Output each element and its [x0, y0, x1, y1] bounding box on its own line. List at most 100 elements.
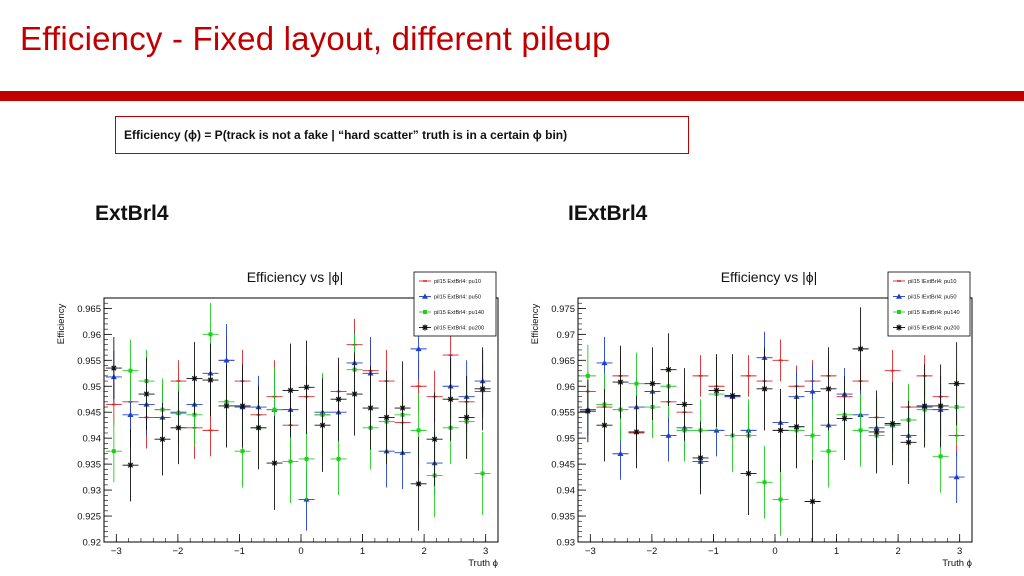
chart-iextbrl4-xtick-label: 2	[895, 546, 900, 557]
chart-extbrl4-data-point	[335, 396, 342, 403]
chart-extbrl4-data-point	[463, 414, 470, 421]
chart-iextbrl4-data-point	[841, 415, 848, 422]
chart-iextbrl4-data-point	[762, 480, 767, 485]
chart-extbrl4-title: Efficiency vs |ϕ|	[247, 269, 344, 285]
chart-iextbrl4-data-point	[825, 385, 832, 392]
chart-iextbrl4-data-point	[873, 428, 880, 435]
chart-iextbrl4-svg: Efficiency vs |ϕ| 0.93 0.935 0.94 0.945 0.95 0…	[530, 269, 973, 569]
chart-iextbrl4-data-point	[745, 470, 752, 477]
chart-extbrl4-data-point	[207, 377, 214, 384]
chart-extbrl4-data-point	[416, 428, 421, 433]
chart-extbrl4-data-point	[479, 385, 486, 392]
chart-extbrl4-xtick-label: 0	[298, 546, 303, 557]
left-panel-label: ExtBrl4	[95, 202, 169, 225]
chart-iextbrl4-xtick-label: 3	[957, 546, 962, 557]
chart-extbrl4-data-point	[127, 411, 134, 418]
chart-extbrl4: Efficiency vs |ϕ| 0.92 0.925 0.93 0.935 0.94 0…	[52, 262, 538, 576]
chart-iextbrl4-data-point	[617, 450, 624, 456]
chart-iextbrl4-ytick-label: 0.945	[551, 460, 575, 471]
chart-extbrl4-data-point	[223, 357, 230, 363]
chart-extbrl4-data-point	[383, 414, 390, 421]
chart-iextbrl4-data-point	[601, 422, 608, 429]
chart-extbrl4-data-point	[336, 456, 341, 461]
chart-iextbrl4-series-0	[579, 339, 965, 457]
chart-extbrl4-ytick-label: 0.925	[77, 512, 101, 523]
chart-iextbrl4-data-point	[585, 373, 590, 378]
chart-iextbrl4-data-point	[809, 498, 816, 505]
chart-iextbrl4-data-point	[809, 388, 816, 394]
chart-extbrl4-data-point	[415, 480, 422, 487]
chart-extbrl4-data-point	[128, 368, 133, 373]
chart-iextbrl4-data-point	[634, 381, 639, 386]
chart-iextbrl4-series-1	[579, 331, 965, 504]
chart-extbrl4-data-point	[480, 471, 485, 476]
chart-iextbrl4-data-point	[826, 449, 831, 454]
chart-extbrl4-data-point	[304, 456, 309, 461]
chart-extbrl4-ytick-label: 0.96	[83, 330, 102, 341]
chart-extbrl4-data-point	[431, 436, 438, 443]
chart-iextbrl4-series-3	[579, 307, 965, 542]
chart-iextbrl4-data-point	[953, 380, 960, 387]
chart-iextbrl4-legend-marker	[897, 310, 901, 314]
chart-extbrl4-ytick-label: 0.92	[83, 538, 102, 549]
chart-iextbrl4-data-point	[697, 454, 704, 461]
chart-iextbrl4-legend-label: pil15 IExtBrl4: pu140	[908, 310, 960, 316]
chart-iextbrl4-ytick-label: 0.975	[551, 304, 575, 315]
chart-iextbrl4: Efficiency vs |ϕ| 0.93 0.935 0.94 0.945 0.95 0…	[526, 262, 1012, 576]
chart-iextbrl4-xtick-label: −3	[585, 546, 596, 557]
chart-iextbrl4-data-point	[713, 387, 720, 394]
chart-extbrl4-data-point	[415, 345, 422, 352]
chart-iextbrl4-data-point	[617, 379, 624, 386]
chart-extbrl4-ytick-label: 0.955	[77, 356, 101, 367]
chart-iextbrl4-data-point	[665, 432, 672, 438]
chart-extbrl4-xtick-label: 1	[360, 546, 365, 557]
chart-extbrl4-ytick-label: 0.935	[77, 460, 101, 471]
chart-extbrl4-data-point	[272, 407, 277, 412]
chart-iextbrl4-data-point	[649, 380, 656, 387]
chart-iextbrl4-ytick-label: 0.94	[557, 486, 576, 497]
chart-iextbrl4-ytick-label: 0.97	[557, 330, 576, 341]
chart-extbrl4-data-point	[271, 460, 278, 467]
efficiency-definition-text: Efficiency (ϕ) = P(track is not a fake |…	[124, 128, 568, 142]
chart-extbrl4-svg: Efficiency vs |ϕ| 0.92 0.925 0.93 0.935 0.94 0…	[56, 269, 499, 569]
chart-iextbrl4-data-point	[778, 497, 783, 502]
chart-iextbrl4-data-point	[793, 423, 800, 430]
chart-iextbrl4-data-point	[761, 385, 768, 392]
chart-extbrl4-ylabel: Efficiency	[56, 304, 67, 345]
chart-extbrl4-legend	[413, 271, 497, 337]
chart-extbrl4-xtick-label: 3	[483, 546, 488, 557]
chart-extbrl4-data-point	[127, 462, 134, 469]
chart-iextbrl4-legend	[887, 271, 971, 337]
chart-iextbrl4-ytick-label: 0.93	[557, 538, 576, 549]
chart-extbrl4-ytick-label: 0.945	[77, 408, 101, 419]
chart-extbrl4-data-point	[399, 405, 406, 412]
chart-extbrl4-legend-marker	[423, 310, 427, 314]
chart-iextbrl4-data-point	[633, 428, 640, 435]
chart-iextbrl4-data-point	[810, 433, 815, 438]
chart-extbrl4-series-3	[105, 336, 491, 531]
chart-extbrl4-legend-marker	[422, 293, 428, 299]
chart-iextbrl4-data-point	[889, 420, 896, 427]
chart-iextbrl4-title: Efficiency vs |ϕ|	[721, 269, 818, 285]
chart-extbrl4-xtick-label: −2	[172, 546, 183, 557]
chart-iextbrl4-xtick-label: −1	[708, 546, 719, 557]
chart-extbrl4-data-point	[447, 396, 454, 403]
chart-extbrl4-data-point	[351, 391, 358, 398]
chart-extbrl4-data-point	[240, 449, 245, 454]
chart-iextbrl4-legend-marker	[896, 324, 902, 331]
chart-extbrl4-ytick-label: 0.95	[83, 382, 102, 393]
chart-extbrl4-data-point	[287, 387, 294, 394]
chart-extbrl4-data-point	[255, 424, 262, 431]
chart-iextbrl4-data-point	[601, 359, 608, 366]
chart-extbrl4-legend-label: pil15 ExtBrl4: pu50	[434, 295, 481, 301]
chart-extbrl4-data-point	[143, 391, 150, 398]
chart-extbrl4-data-point	[367, 405, 374, 412]
chart-iextbrl4-xtick-label: 1	[834, 546, 839, 557]
chart-iextbrl4-legend-label: pil15 IExtBrl4: pu50	[908, 295, 957, 301]
chart-extbrl4-data-point	[111, 449, 116, 454]
chart-iextbrl4-xtick-label: 0	[772, 546, 777, 557]
chart-extbrl4-data-point	[303, 384, 310, 391]
chart-extbrl4-data-point	[110, 365, 117, 372]
chart-extbrl4-data-point	[159, 436, 166, 443]
chart-iextbrl4-data-point	[938, 454, 943, 459]
